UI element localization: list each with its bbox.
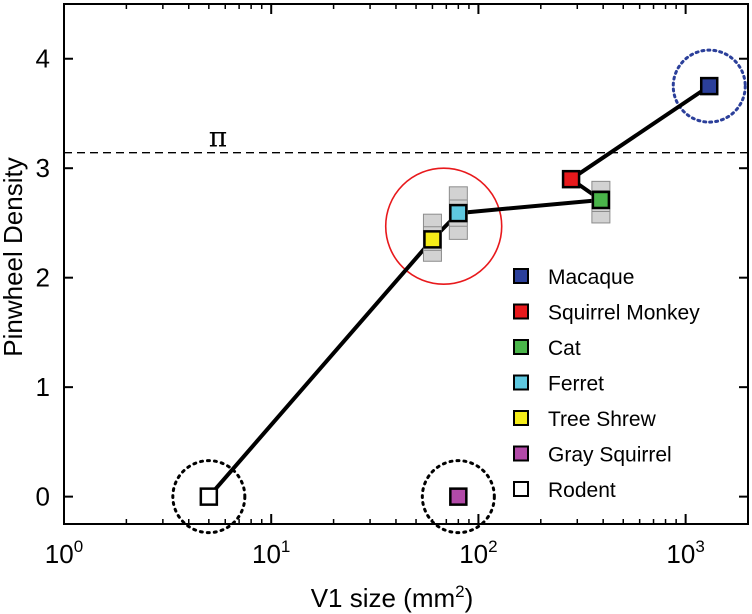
- x-axis-label: V1 size (mm2): [311, 582, 474, 613]
- data-point-layer: [199, 76, 719, 506]
- data-point-cat: [591, 190, 611, 210]
- plot-frame: [63, 3, 749, 525]
- annotation-circle-gray-squirrel: [420, 459, 496, 535]
- legend-swatch-cat: [513, 339, 529, 355]
- x-axis-label-close: ): [465, 583, 474, 613]
- legend: Macaque Squirrel Monkey Cat Ferret Tree Shre…: [513, 266, 700, 502]
- annotation-circle-ferret: [384, 167, 503, 286]
- y-axis-label: Pinwheel Density: [0, 157, 28, 356]
- legend-label-macaque: Macaque: [548, 266, 634, 289]
- x-tick-label-10: 101: [252, 537, 290, 569]
- legend-swatch-gray-squirrel: [513, 445, 529, 462]
- y-tick-label-3: 3: [36, 153, 50, 183]
- legend-swatch-squirrel-monkey: [513, 303, 529, 320]
- legend-label-ferret: Ferret: [548, 373, 604, 396]
- axes-layer: 0 1 2 3 4 100 101 102 103: [36, 3, 749, 569]
- legend-label-squirrel-monkey: Squirrel Monkey: [548, 302, 700, 325]
- legend-swatch-rodent: [513, 481, 529, 497]
- x-tick-label-1: 100: [45, 537, 83, 569]
- data-point-tree-shrew: [423, 230, 442, 249]
- annotation-circle-rodent: [171, 459, 247, 535]
- data-point-ferret: [449, 203, 468, 223]
- reference-line-layer: π: [64, 121, 748, 154]
- legend-label-gray-squirrel: Gray Squirrel: [548, 444, 672, 467]
- connecting-line: [207, 84, 711, 498]
- legend-label-cat: Cat: [548, 337, 581, 360]
- x-axis-label-superscript: 2: [455, 582, 464, 601]
- y-tick-label-4: 4: [36, 44, 50, 74]
- legend-swatch-ferret: [513, 374, 529, 391]
- y-tick-label-0: 0: [36, 482, 50, 512]
- y-tick-label-1: 1: [36, 372, 50, 402]
- legend-swatch-tree-shrew: [513, 410, 529, 426]
- legend-label-tree-shrew: Tree Shrew: [548, 408, 657, 431]
- data-point-squirrel-monkey: [561, 169, 581, 189]
- x-tick-label-1000: 103: [666, 537, 704, 569]
- data-point-rodent: [199, 487, 219, 506]
- data-point-macaque: [699, 76, 719, 96]
- pi-reference-label: π: [209, 121, 227, 154]
- data-point-gray-squirrel: [449, 487, 468, 506]
- legend-label-rodent: Rodent: [548, 479, 616, 502]
- annotation-layer: [171, 48, 747, 535]
- legend-swatch-macaque: [513, 268, 529, 284]
- connecting-line-layer: [207, 84, 711, 498]
- x-axis-label-main: V1 size (mm: [311, 583, 455, 613]
- x-tick-label-100: 102: [459, 537, 497, 569]
- y-tick-label-2: 2: [36, 263, 50, 293]
- annotation-circle-macaque: [671, 48, 747, 124]
